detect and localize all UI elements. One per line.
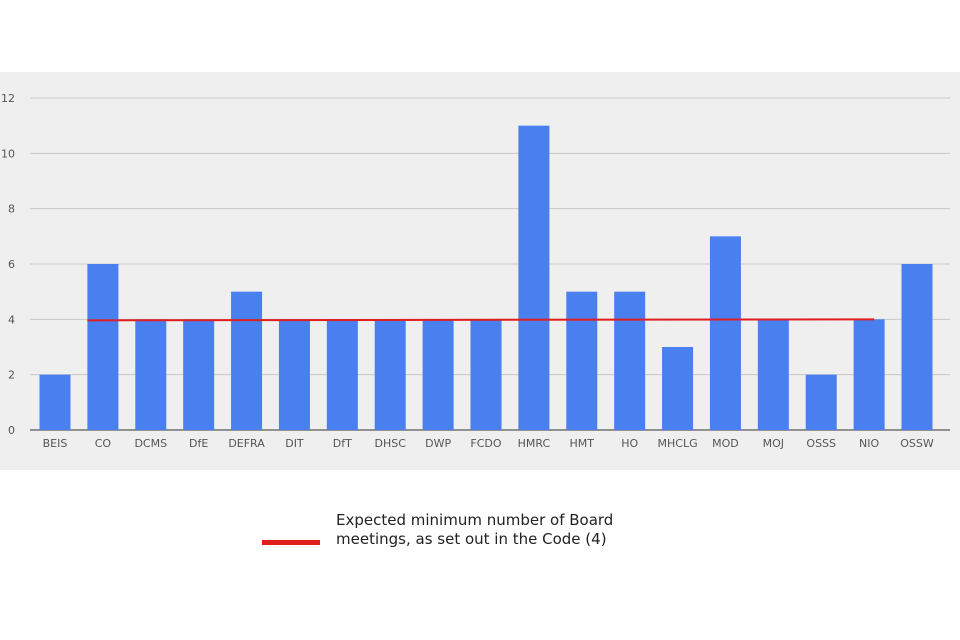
bar-chart: 0 2 4 6 8 10 12 BEIS CO DCMS DfE DEFRA DIT DfT DHSC DW… [1, 92, 950, 450]
y-tick-label-12: 12 [1, 92, 15, 105]
bar-mod [709, 236, 741, 430]
bar-beis [39, 374, 71, 430]
x-tick-label-dft: DfT [333, 437, 352, 450]
bar-ho [614, 291, 646, 430]
bar-dit [278, 319, 310, 430]
x-axis-tick-labels: BEIS CO DCMS DfE DEFRA DIT DfT DHSC DWP FCDO HMRC H… [43, 437, 934, 450]
legend-label: Expected minimum number of Board meeting… [336, 511, 614, 548]
bar-dcms [135, 319, 167, 430]
y-tick-label-0: 0 [8, 424, 15, 437]
legend-swatch-reference-line [262, 540, 320, 545]
y-tick-label-4: 4 [8, 313, 15, 326]
x-tick-label-moj: MOJ [763, 437, 784, 450]
x-tick-label-co: CO [95, 437, 112, 450]
x-tick-label-fcdo: FCDO [470, 437, 501, 450]
bar-hmt [566, 291, 598, 430]
chart-panel: 0 2 4 6 8 10 12 BEIS CO DCMS DfE DEFRA DIT DfT DHSC DW… [0, 72, 960, 470]
reference-line-layer [87, 318, 875, 322]
y-tick-label-10: 10 [1, 147, 15, 160]
x-tick-label-dcms: DCMS [134, 437, 167, 450]
x-tick-label-hmt: HMT [570, 437, 595, 450]
bar-dfe [183, 319, 215, 430]
bar-osss [805, 374, 837, 430]
x-tick-label-osss: OSSS [806, 437, 836, 450]
legend: Expected minimum number of Board meeting… [262, 511, 636, 549]
y-tick-label-8: 8 [8, 203, 15, 216]
x-tick-label-dwp: DWP [425, 437, 451, 450]
x-tick-label-nio: NIO [859, 437, 879, 450]
x-tick-label-mhclg: MHCLG [658, 437, 698, 450]
bar-hmrc [518, 125, 550, 430]
x-tick-label-defra: DEFRA [228, 437, 265, 450]
bar-dhsc [374, 319, 406, 430]
x-tick-label-dit: DIT [285, 437, 304, 450]
x-tick-label-ho: HO [621, 437, 638, 450]
reference-line [87, 318, 875, 322]
bar-dwp [422, 319, 454, 430]
y-axis-tick-labels: 0 2 4 6 8 10 12 [1, 92, 15, 437]
bar-dft [326, 319, 358, 430]
x-tick-label-beis: BEIS [43, 437, 68, 450]
y-tick-label-2: 2 [8, 369, 15, 382]
bar-mhclg [662, 347, 694, 430]
x-tick-label-hmrc: HMRC [518, 437, 551, 450]
bar-defra [231, 291, 263, 430]
bar-fcdo [470, 319, 502, 430]
bar-moj [757, 319, 789, 430]
bar-ossw [901, 264, 933, 430]
x-tick-label-dhsc: DHSC [375, 437, 407, 450]
bars [39, 125, 933, 430]
y-tick-label-6: 6 [8, 258, 15, 271]
x-tick-label-mod: MOD [712, 437, 739, 450]
x-tick-label-dfe: DfE [189, 437, 208, 450]
bar-co [87, 264, 119, 430]
x-tick-label-ossw: OSSW [900, 437, 934, 450]
bar-nio [853, 319, 885, 430]
